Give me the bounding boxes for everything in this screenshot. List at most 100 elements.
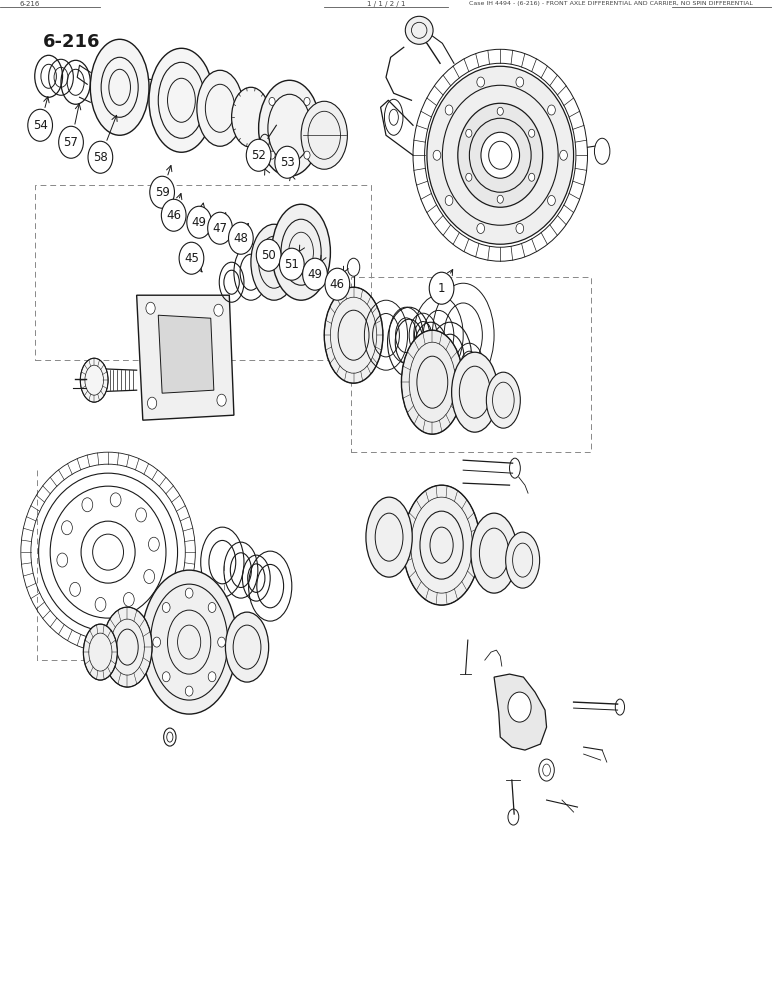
Circle shape (148, 537, 159, 551)
Ellipse shape (471, 513, 517, 593)
Circle shape (229, 222, 253, 254)
Circle shape (217, 394, 226, 406)
Ellipse shape (594, 138, 610, 164)
Ellipse shape (347, 258, 360, 276)
Circle shape (82, 498, 93, 512)
Circle shape (62, 521, 73, 535)
Circle shape (88, 141, 113, 173)
Circle shape (57, 553, 68, 567)
Circle shape (429, 272, 454, 304)
Circle shape (466, 173, 472, 181)
Circle shape (162, 602, 170, 612)
Ellipse shape (259, 80, 320, 176)
Circle shape (214, 304, 223, 316)
Ellipse shape (458, 103, 543, 207)
Text: 53: 53 (279, 156, 295, 169)
Circle shape (445, 196, 453, 206)
Circle shape (147, 397, 157, 409)
Circle shape (275, 146, 300, 178)
Text: 51: 51 (284, 258, 300, 271)
Text: 52: 52 (251, 149, 266, 162)
Ellipse shape (481, 132, 520, 178)
Circle shape (256, 239, 281, 271)
Ellipse shape (301, 101, 347, 169)
Circle shape (162, 672, 170, 682)
Ellipse shape (149, 48, 214, 152)
Ellipse shape (506, 532, 540, 588)
Ellipse shape (272, 204, 330, 300)
Circle shape (325, 268, 350, 300)
Circle shape (497, 107, 503, 115)
Circle shape (445, 105, 453, 115)
Ellipse shape (141, 570, 237, 714)
Circle shape (110, 493, 121, 507)
Circle shape (303, 258, 327, 290)
Circle shape (433, 150, 441, 160)
Text: 1: 1 (438, 282, 445, 295)
Circle shape (516, 223, 523, 233)
Circle shape (477, 77, 485, 87)
Polygon shape (158, 315, 214, 393)
Circle shape (269, 151, 275, 159)
Ellipse shape (80, 358, 108, 402)
Ellipse shape (366, 497, 412, 577)
Text: 46: 46 (330, 278, 345, 291)
Ellipse shape (103, 607, 152, 687)
Circle shape (497, 195, 503, 203)
Ellipse shape (197, 70, 243, 146)
Ellipse shape (401, 330, 463, 434)
Text: 49: 49 (191, 216, 207, 229)
Polygon shape (137, 295, 234, 420)
Circle shape (69, 582, 80, 596)
Circle shape (146, 302, 155, 314)
Circle shape (477, 223, 485, 233)
Text: 59: 59 (154, 186, 170, 199)
Text: 47: 47 (212, 222, 228, 235)
Ellipse shape (403, 485, 480, 605)
Text: 57: 57 (63, 136, 79, 149)
Text: 45: 45 (184, 252, 199, 265)
Ellipse shape (452, 352, 498, 432)
Circle shape (246, 139, 271, 171)
Text: 1 / 1 / 2 / 1: 1 / 1 / 2 / 1 (367, 1, 405, 7)
Circle shape (279, 248, 304, 280)
Circle shape (136, 508, 147, 522)
Circle shape (547, 196, 555, 206)
Circle shape (304, 151, 310, 159)
Circle shape (208, 672, 216, 682)
Ellipse shape (90, 39, 149, 135)
Circle shape (208, 602, 216, 612)
Circle shape (185, 686, 193, 696)
Circle shape (153, 637, 161, 647)
Circle shape (560, 150, 567, 160)
Circle shape (208, 212, 232, 244)
Text: Case IH 4494 - (6-216) - FRONT AXLE DIFFERENTIAL AND CARRIER, NO SPIN DIFFERENTI: Case IH 4494 - (6-216) - FRONT AXLE DIFF… (469, 1, 753, 6)
Ellipse shape (225, 612, 269, 682)
Circle shape (187, 206, 212, 238)
Ellipse shape (405, 16, 433, 44)
Text: 50: 50 (261, 249, 276, 262)
Text: 58: 58 (93, 151, 108, 164)
Text: 6-216: 6-216 (19, 1, 39, 7)
Circle shape (516, 77, 523, 87)
Circle shape (150, 176, 174, 208)
Circle shape (161, 199, 186, 231)
Circle shape (466, 129, 472, 137)
Circle shape (59, 126, 83, 158)
Circle shape (95, 597, 106, 611)
Text: 6-216: 6-216 (42, 33, 100, 51)
Circle shape (547, 105, 555, 115)
Ellipse shape (232, 87, 270, 147)
Circle shape (185, 588, 193, 598)
Text: 49: 49 (307, 268, 323, 281)
Ellipse shape (427, 66, 574, 244)
Circle shape (508, 692, 531, 722)
Text: 48: 48 (233, 232, 249, 245)
Ellipse shape (251, 224, 297, 300)
Circle shape (179, 242, 204, 274)
Circle shape (218, 637, 225, 647)
Circle shape (124, 593, 134, 607)
Ellipse shape (83, 624, 117, 680)
Circle shape (529, 129, 535, 137)
Circle shape (144, 570, 154, 584)
